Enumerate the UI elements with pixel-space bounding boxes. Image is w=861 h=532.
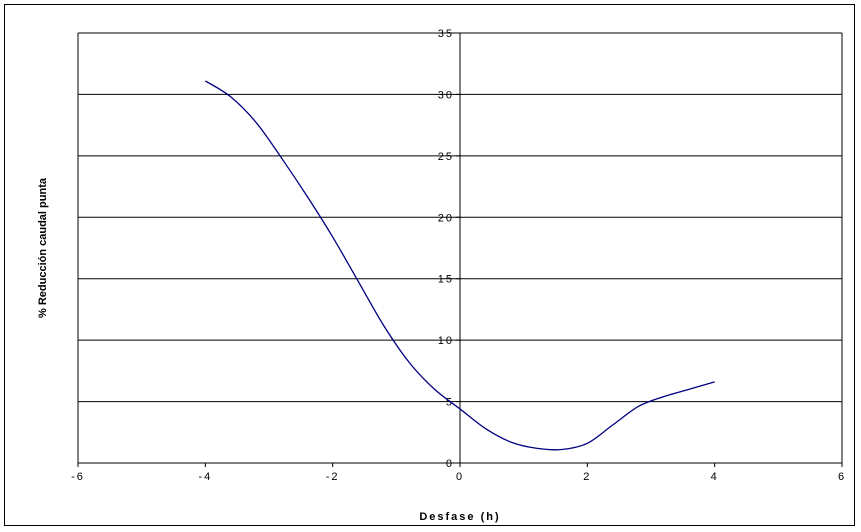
series-line-0 <box>204 80 715 451</box>
y-tick-label-0: 0 <box>446 458 454 470</box>
y-tick-label-20: 20 <box>438 212 454 224</box>
y-tick-label-15: 15 <box>438 274 454 286</box>
y-tick-label-25: 25 <box>438 151 454 163</box>
x-tick-label--2: -2 <box>326 471 340 483</box>
y-tick-label-5: 5 <box>446 397 454 409</box>
x-axis-title: Desfase (h) <box>419 511 500 523</box>
x-tick-label-0: 0 <box>456 471 464 483</box>
y-tick-label-10: 10 <box>438 335 454 347</box>
x-tick-label-4: 4 <box>711 471 719 483</box>
x-tick-label-2: 2 <box>583 471 591 483</box>
x-tick-label--4: -4 <box>198 471 212 483</box>
series-layer <box>204 80 715 451</box>
y-tick-label-35: 35 <box>438 28 454 40</box>
axes <box>77 32 843 467</box>
tick-labels: 0 5 10 15 20 25 30 35 -6 -4 -2 0 2 4 6 <box>71 28 846 483</box>
x-tick-label--6: -6 <box>71 471 85 483</box>
chart-frame <box>4 4 855 526</box>
y-axis-title: % Reducción caudal punta <box>37 177 49 318</box>
y-tick-label-30: 30 <box>438 89 454 101</box>
x-tick-label-6: 6 <box>838 471 846 483</box>
